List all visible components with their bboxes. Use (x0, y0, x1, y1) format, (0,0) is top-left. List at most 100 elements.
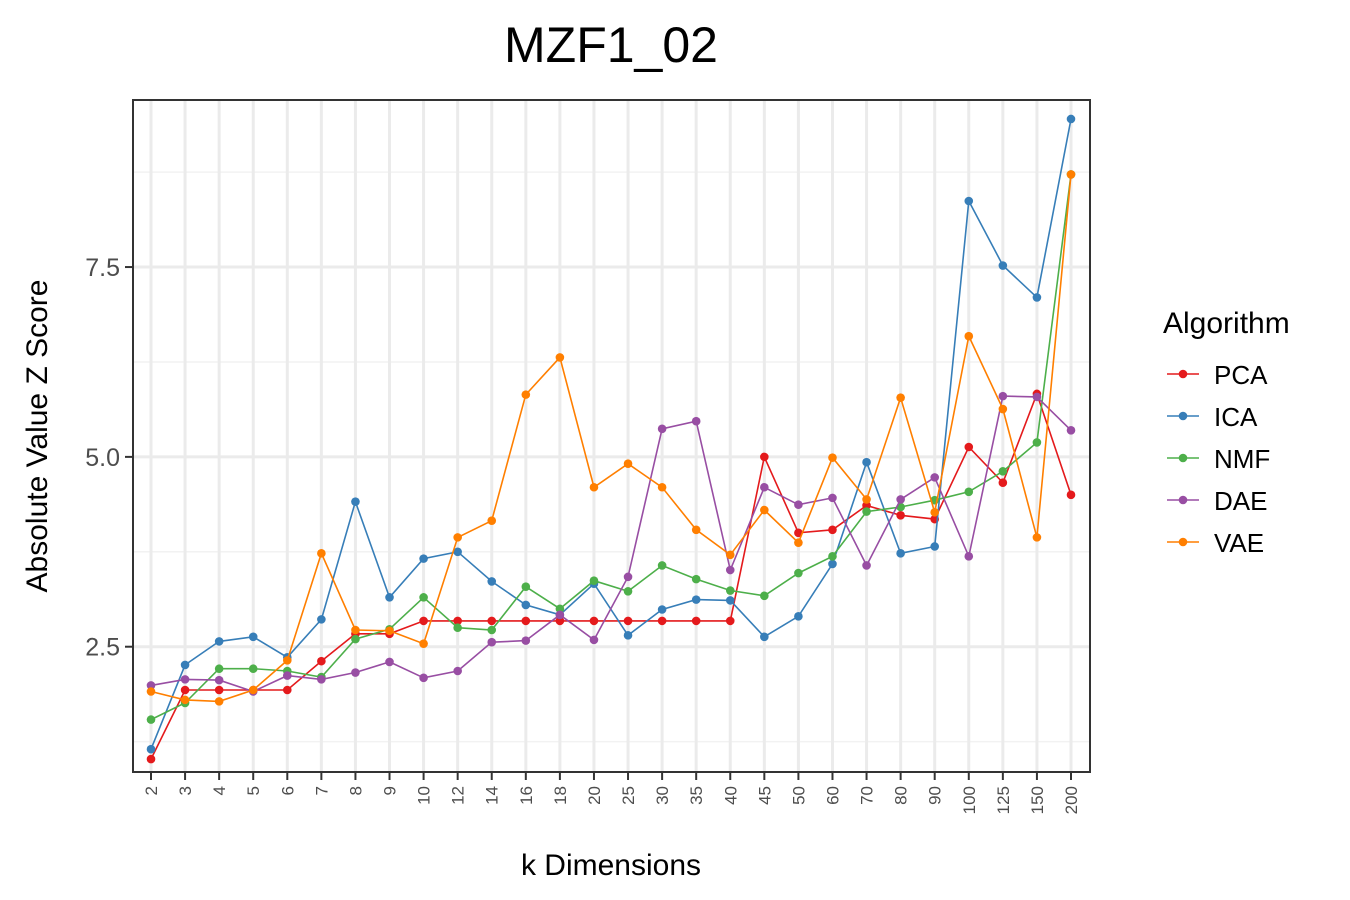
data-point (760, 452, 769, 462)
data-point (317, 675, 326, 684)
y-tick-label: 5.0 (85, 444, 120, 472)
data-point (453, 623, 462, 633)
data-point (521, 616, 531, 626)
data-point (691, 525, 701, 535)
data-point (589, 616, 599, 626)
data-point (930, 508, 940, 517)
data-point (419, 593, 428, 602)
data-point (317, 615, 326, 624)
data-point (1032, 438, 1042, 447)
data-point (623, 459, 633, 469)
x-tick-label: 7 (312, 786, 331, 795)
data-point (487, 637, 497, 647)
legend-item-ica: ICA (1167, 402, 1258, 432)
data-point (725, 550, 735, 560)
x-axis-label: k Dimensions (521, 849, 701, 882)
x-tick-label: 2 (142, 786, 161, 795)
data-point (487, 625, 497, 635)
data-point (794, 538, 803, 547)
x-tick-label: 100 (960, 786, 979, 814)
data-point (828, 493, 837, 503)
data-point (896, 549, 905, 558)
x-tick-label: 25 (619, 786, 638, 805)
data-point (555, 610, 565, 620)
data-point (725, 596, 735, 605)
data-point (794, 568, 803, 578)
data-point (282, 685, 292, 695)
x-tick-label: 200 (1062, 786, 1081, 814)
data-point (521, 600, 531, 610)
data-point (623, 616, 633, 626)
data-point (862, 495, 871, 504)
x-tick-label: 5 (244, 786, 263, 795)
data-point (589, 482, 599, 492)
legend-item-vae: VAE (1167, 528, 1264, 558)
legend: Algorithm PCA ICA NMF DAE VAE (1163, 307, 1290, 558)
legend-key-point (1178, 495, 1188, 505)
legend-label: PCA (1214, 360, 1268, 390)
data-point (385, 626, 394, 636)
data-point (964, 487, 974, 497)
y-tick-label: 7.5 (85, 254, 120, 282)
legend-label: VAE (1214, 528, 1264, 558)
data-point (964, 196, 974, 206)
data-point (1032, 293, 1042, 302)
data-point (1066, 170, 1076, 179)
x-tick-label: 9 (381, 786, 400, 795)
data-point (760, 632, 769, 642)
data-point (521, 636, 531, 645)
data-point (317, 656, 326, 666)
data-point (214, 637, 224, 646)
data-point (862, 561, 871, 570)
data-point (351, 497, 360, 506)
data-point (214, 697, 224, 706)
x-tick-label: 10 (415, 786, 434, 805)
data-point (453, 547, 462, 557)
x-tick-label: 125 (994, 786, 1013, 814)
data-point (760, 505, 769, 515)
x-tick-label: 18 (551, 786, 570, 805)
legend-label: DAE (1214, 486, 1267, 516)
data-point (146, 754, 156, 764)
chart-title: MZF1_02 (504, 17, 718, 73)
series-vae (146, 170, 1076, 706)
data-point (248, 632, 258, 642)
data-point (964, 331, 974, 341)
data-point (487, 577, 497, 586)
data-point (794, 500, 803, 510)
series-dae (146, 391, 1076, 696)
series-line (150, 395, 1072, 693)
legend-key-point (1178, 411, 1188, 421)
data-point (555, 604, 565, 614)
x-tick-label: 70 (858, 786, 877, 805)
x-tick-label: 4 (210, 786, 229, 795)
x-tick-label: 30 (653, 786, 672, 805)
data-point (146, 715, 156, 724)
data-point (248, 685, 258, 695)
data-point (896, 393, 905, 402)
data-point (589, 576, 599, 585)
legend-label: NMF (1214, 444, 1270, 474)
data-point (998, 467, 1008, 476)
x-axis: 2 3 4 5 6 7 8 9 10 12 14 16 18 20 25 30 35 40 45 50 60 70 80 90… (142, 772, 1081, 814)
data-point (691, 595, 701, 604)
data-point (998, 404, 1008, 414)
data-point (760, 591, 769, 601)
data-point (725, 616, 735, 626)
y-tick-label: 2.5 (85, 634, 120, 662)
data-point (760, 482, 769, 492)
data-point (862, 501, 871, 510)
data-point (998, 478, 1008, 487)
data-point (487, 516, 497, 525)
data-point (1032, 533, 1042, 542)
data-point (657, 424, 667, 434)
data-point (998, 261, 1008, 270)
data-point (828, 552, 837, 561)
data-point (180, 695, 190, 705)
legend-item-nmf: NMF (1167, 444, 1270, 474)
x-tick-label: 16 (517, 786, 536, 805)
data-point (555, 616, 565, 626)
data-point (930, 542, 940, 551)
x-tick-label: 90 (926, 786, 945, 805)
data-point (146, 681, 156, 690)
